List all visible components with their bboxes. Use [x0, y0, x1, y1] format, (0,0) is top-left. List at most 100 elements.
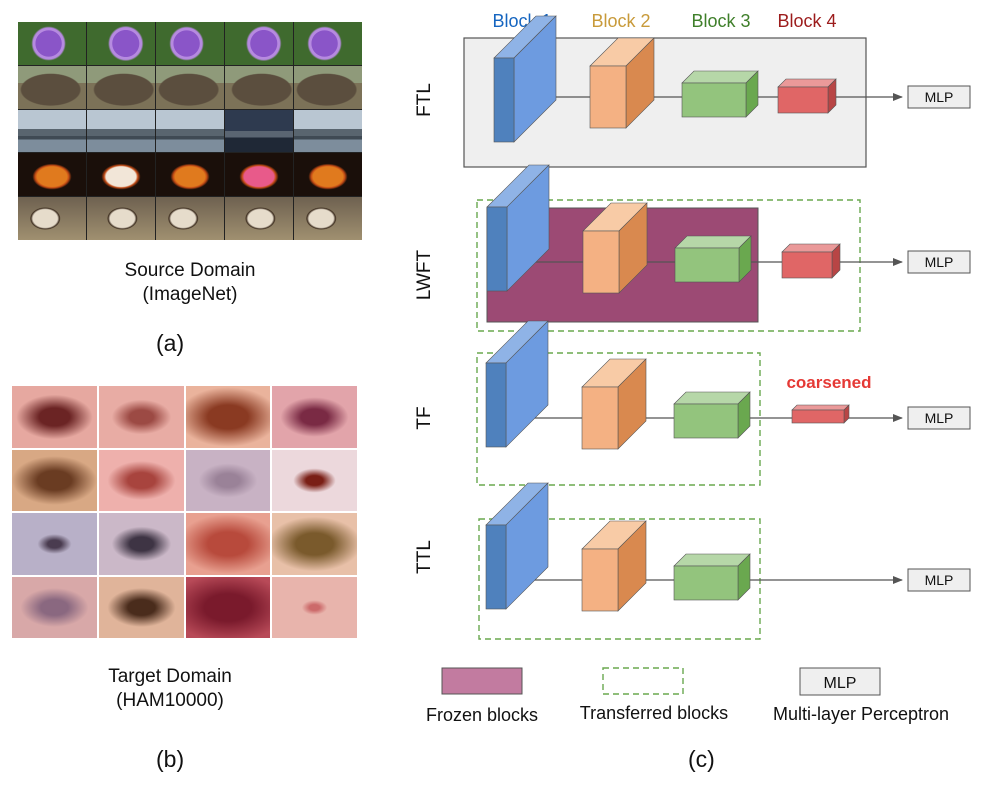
- coarsened-note: coarsened: [786, 373, 871, 392]
- transferred-blocks-swatch: [602, 667, 684, 695]
- panel-a-label: (a): [156, 330, 185, 356]
- block-1: [485, 482, 549, 610]
- block-2: [581, 358, 647, 450]
- block-2-front: [582, 230, 620, 294]
- panel-b-label: (b): [156, 746, 185, 772]
- imagenet-sample-aircraft-carrier: [18, 109, 86, 153]
- block-3-front: [681, 82, 747, 118]
- transferred-blocks-frame: [478, 518, 761, 640]
- skin-lesion-sample: [185, 386, 271, 448]
- target-domain-title: Target Domain: [108, 666, 232, 687]
- block-3: [681, 70, 759, 118]
- mlp-label: MLP: [925, 254, 954, 270]
- block-4-coarsened: [791, 404, 850, 424]
- imagenet-sample-flower: [294, 22, 362, 65]
- block-3-front: [674, 247, 740, 283]
- skin-lesion-sample: [12, 513, 97, 575]
- block-label-4: Block 4: [777, 11, 836, 31]
- imagenet-sample-flower: [156, 22, 224, 65]
- block-1: [486, 164, 550, 292]
- block-2-front: [589, 65, 627, 129]
- panel-c-label: (c): [688, 746, 715, 772]
- block-2: [582, 202, 648, 294]
- imagenet-sample-grid: [18, 22, 362, 240]
- skin-lesion-sample: [12, 386, 97, 448]
- block-3: [673, 391, 751, 439]
- skin-lesion-sample: [185, 449, 271, 511]
- skin-lesion-sample: [98, 386, 184, 448]
- source-domain-title: Source Domain: [124, 260, 256, 281]
- imagenet-sample-dog: [156, 197, 224, 240]
- block-4: [777, 78, 837, 114]
- imagenet-sample-jack-o-lantern: [294, 153, 362, 197]
- skin-lesion-sample: [98, 449, 184, 511]
- strategy-row-lwft: LWFT MLP: [414, 164, 971, 332]
- mlp-box: [907, 250, 971, 274]
- block-3: [673, 553, 751, 601]
- block-1-front: [486, 206, 508, 292]
- frozen-blocks-legend-label: Frozen blocks: [426, 705, 538, 725]
- imagenet-sample-elephant: [87, 65, 155, 109]
- imagenet-sample-elephant: [225, 65, 293, 109]
- block-3-front: [673, 565, 739, 601]
- block-4-top: [781, 243, 841, 253]
- block-4-top: [777, 78, 837, 88]
- block-3-top: [674, 235, 752, 249]
- diagram-legend: Frozen blocks Transferred blocks MLP Multi-…: [426, 667, 949, 725]
- transferred-blocks-frame: [476, 352, 761, 486]
- block-4: [781, 243, 841, 279]
- block-3: [674, 235, 752, 283]
- ham10000-sample-grid: [12, 386, 357, 638]
- skin-lesion-sample: [272, 513, 357, 575]
- mlp-label: MLP: [925, 89, 954, 105]
- strategy-label: TTL: [414, 540, 435, 574]
- skin-lesion-sample: [98, 513, 184, 575]
- mlp-label: MLP: [925, 410, 954, 426]
- skin-lesion-sample: [12, 449, 97, 511]
- mlp-legend-label: Multi-layer Perceptron: [773, 704, 949, 724]
- imagenet-sample-aircraft-carrier: [294, 109, 362, 153]
- imagenet-sample-elephant: [294, 65, 362, 109]
- block-1-front: [493, 57, 515, 143]
- block-1-front: [485, 362, 507, 448]
- imagenet-sample-dog: [225, 197, 293, 240]
- skin-lesion-sample: [272, 449, 357, 511]
- imagenet-sample-dog: [18, 197, 86, 240]
- mlp-swatch-label: MLP: [824, 675, 857, 692]
- block-label-3: Block 3: [691, 11, 750, 31]
- block-3-top: [673, 553, 751, 567]
- imagenet-sample-dog: [87, 197, 155, 240]
- mlp-box: [907, 85, 971, 109]
- block-4-coarsened-front: [791, 409, 845, 424]
- imagenet-sample-jack-o-lantern: [225, 153, 293, 197]
- strategy-row-ftl: FTL MLP: [414, 15, 971, 168]
- imagenet-sample-jack-o-lantern: [87, 153, 155, 197]
- strategy-label: FTL: [414, 83, 435, 117]
- transferred-blocks-legend-label: Transferred blocks: [580, 703, 728, 723]
- skin-lesion-sample: [272, 386, 357, 448]
- strategy-row-ttl: TTL MLP: [414, 482, 971, 640]
- block-label-2: Block 2: [591, 11, 650, 31]
- block-3-front: [673, 403, 739, 439]
- imagenet-sample-elephant: [156, 65, 224, 109]
- block-3-top: [673, 391, 751, 405]
- strategy-row-tf: TF coarsened MLP: [414, 320, 971, 486]
- mlp-label: MLP: [925, 572, 954, 588]
- imagenet-sample-aircraft-carrier: [225, 109, 293, 153]
- target-domain-caption: Target Domain (HAM10000): [40, 665, 300, 713]
- imagenet-sample-elephant: [18, 65, 86, 109]
- block-3-top: [681, 70, 759, 84]
- skin-lesion-sample: [12, 576, 97, 638]
- source-domain-caption: Source Domain (ImageNet): [60, 259, 320, 307]
- imagenet-sample-jack-o-lantern: [18, 153, 86, 197]
- frozen-blocks-swatch: [441, 667, 523, 695]
- skin-lesion-sample: [185, 576, 271, 638]
- strategy-label: LWFT: [414, 249, 435, 300]
- source-domain-dataset: (ImageNet): [142, 284, 238, 305]
- block-2-front: [581, 548, 619, 612]
- block-1-front: [485, 524, 507, 610]
- mlp-box: [907, 406, 971, 430]
- block-4-coarsened-top: [791, 404, 850, 411]
- imagenet-sample-aircraft-carrier: [87, 109, 155, 153]
- imagenet-sample-aircraft-carrier: [156, 109, 224, 153]
